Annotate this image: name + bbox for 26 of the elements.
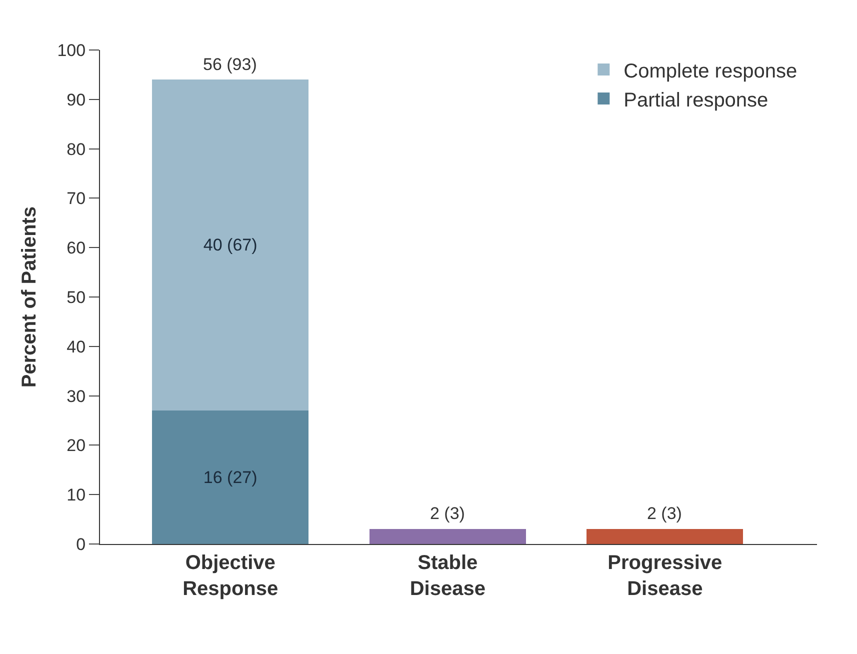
y-tick-label: 70 (66, 189, 86, 208)
bar (152, 80, 309, 411)
total-label: 2 (3) (647, 504, 682, 523)
y-axis-title: Percent of Patients (18, 206, 41, 388)
bar (152, 410, 309, 544)
bar (586, 529, 744, 544)
y-tick-label: 60 (66, 238, 86, 258)
x-tick-label: Objective Response (182, 552, 278, 600)
y-tick-label: 20 (66, 436, 86, 456)
y-tick-label: 50 (66, 288, 86, 307)
y-tick-label: 0 (76, 534, 86, 554)
bar (369, 529, 526, 544)
y-tick-label: 80 (66, 140, 86, 159)
legend-label: Partial response (624, 89, 768, 112)
x-tick-label: Progressive Disease (608, 552, 722, 600)
total-label: 56 (93) (203, 55, 257, 74)
total-label: 2 (3) (430, 504, 465, 523)
y-tick-label: 30 (66, 386, 86, 406)
x-tick-label: Stable Disease (410, 552, 486, 600)
data-label: 40 (67) (203, 236, 258, 255)
y-tick-label: 10 (66, 486, 86, 505)
y-tick-label: 40 (66, 337, 86, 356)
legend-label: Complete response (624, 60, 798, 82)
y-tick-label: 90 (66, 90, 86, 110)
data-label: 16 (27) (203, 468, 258, 487)
y-tick-label: 100 (57, 40, 86, 60)
